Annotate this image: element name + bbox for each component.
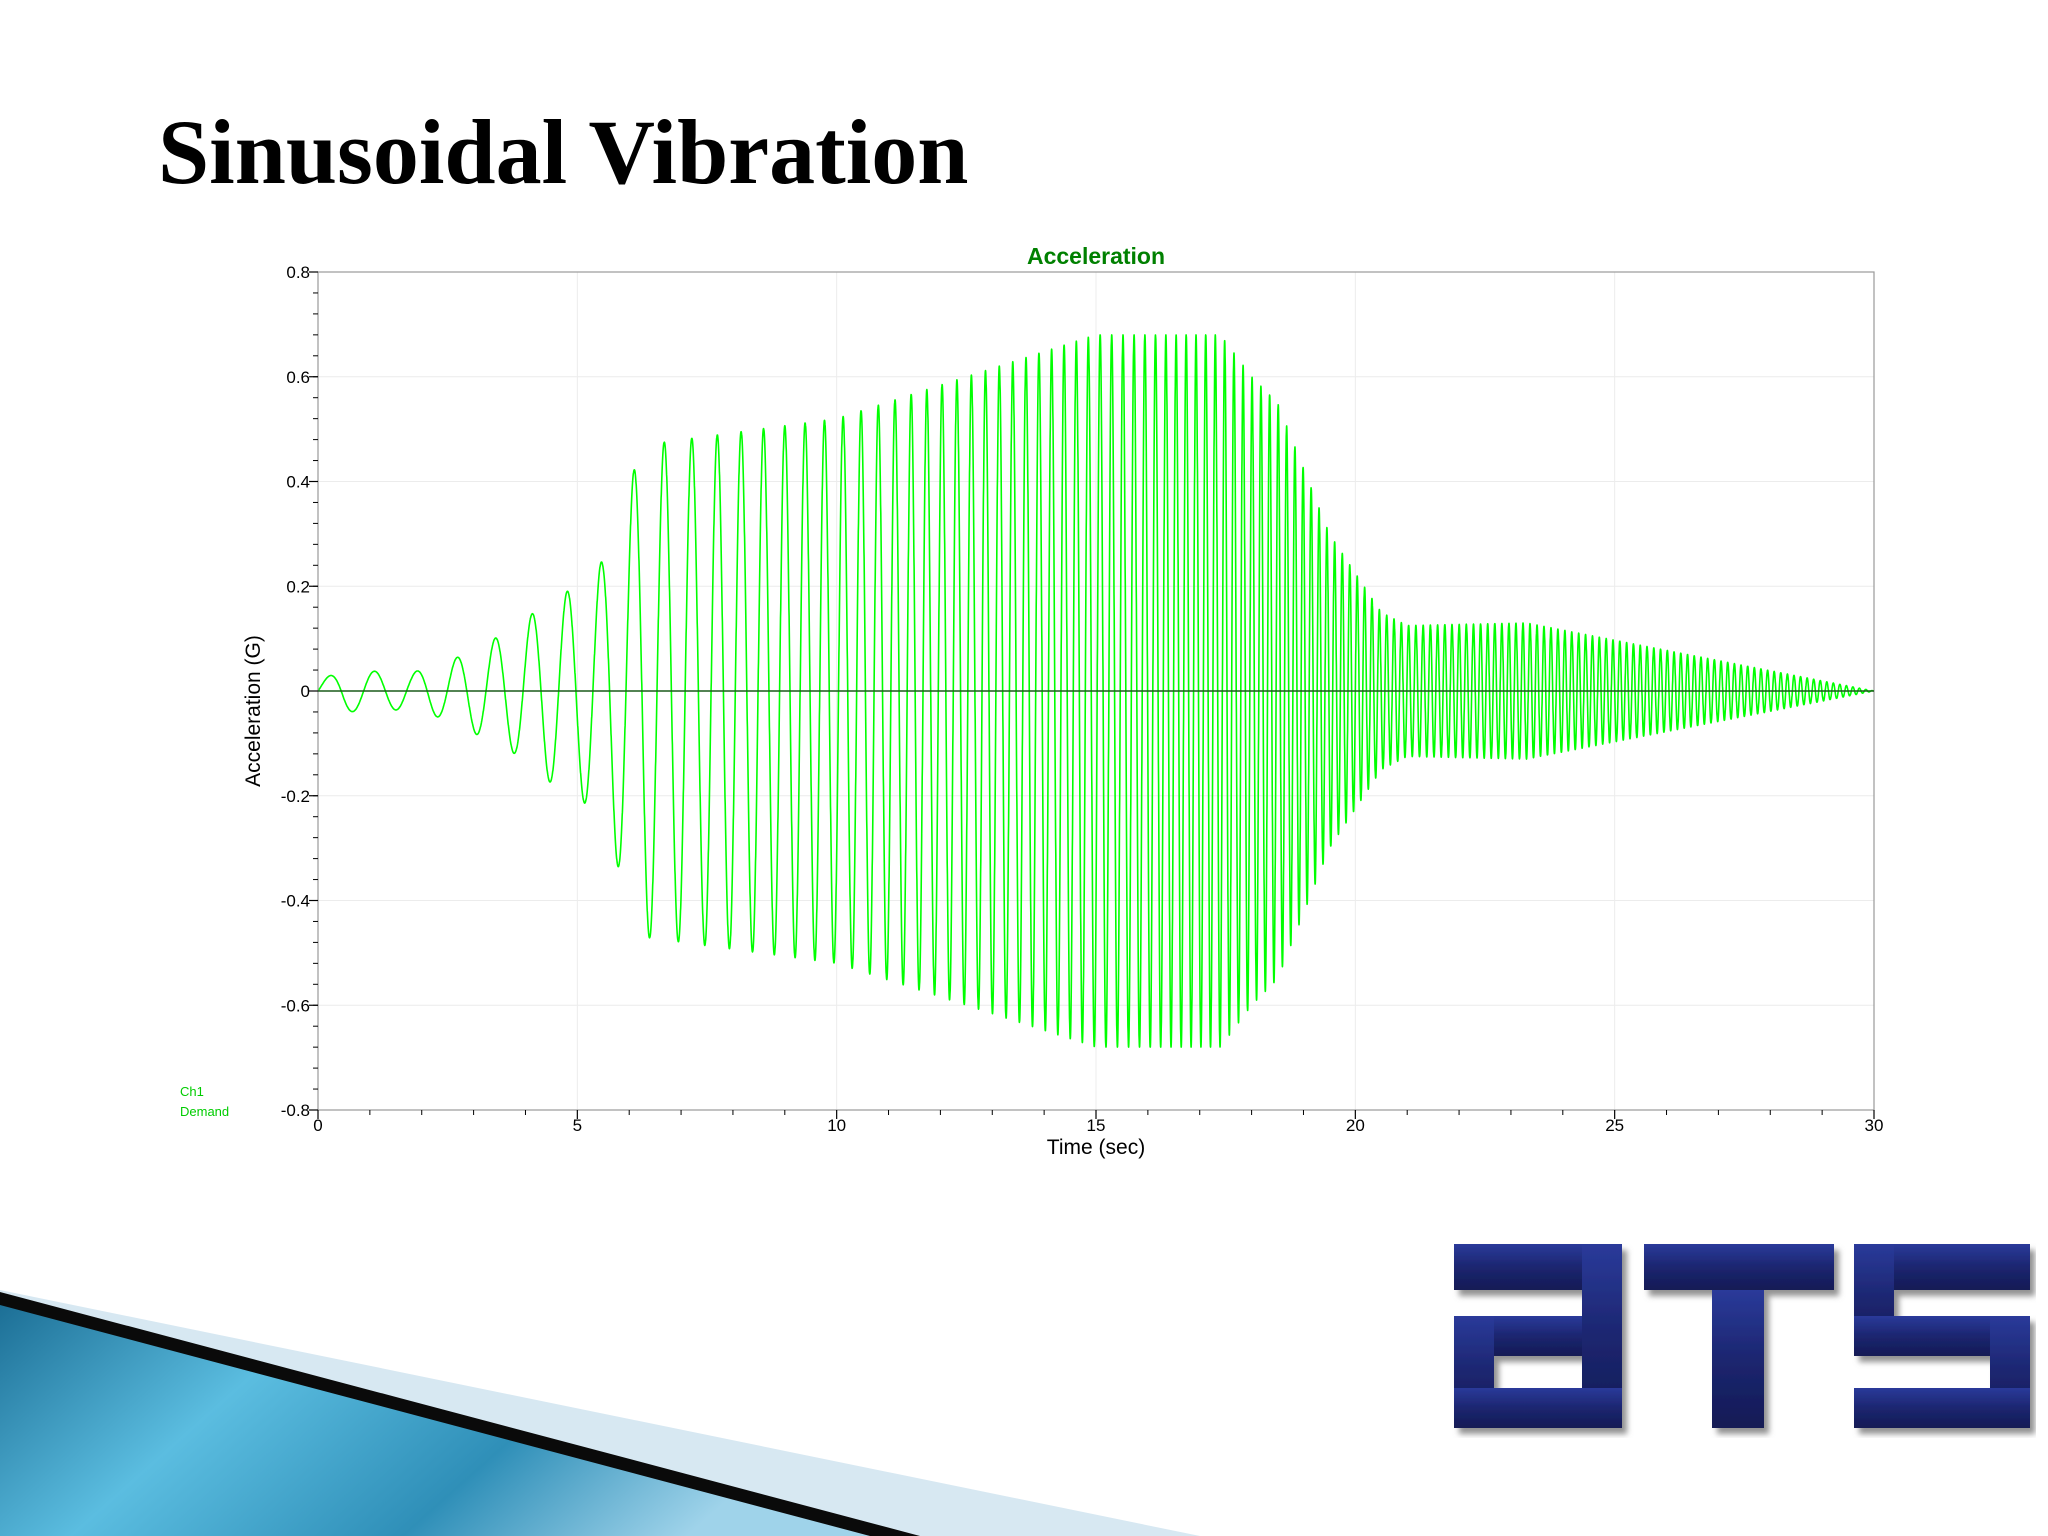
x-tick-label: 20 [1346, 1116, 1365, 1135]
legend-entry: Demand [180, 1104, 229, 1119]
chart-title: Acceleration [1027, 243, 1165, 269]
y-axis-label: Acceleration (G) [242, 635, 265, 787]
y-tick-label: 0.8 [286, 263, 310, 282]
chart-legend: Ch1 Demand [180, 1084, 229, 1119]
y-tick-label: -0.2 [281, 787, 310, 806]
x-tick-label: 15 [1087, 1116, 1106, 1135]
x-tick-label: 0 [313, 1116, 322, 1135]
x-axis-label: Time (sec) [1047, 1136, 1145, 1159]
x-tick-label: 25 [1605, 1116, 1624, 1135]
y-tick-label: 0.6 [286, 368, 310, 387]
x-tick-label: 10 [827, 1116, 846, 1135]
y-tick-label: 0.2 [286, 577, 310, 596]
axis-ticks: 0 5 10 15 20 25 30 -0.8 -0.6 -0.4 -0.2 0 0.2 0.4 0.6 0.… [281, 263, 1884, 1135]
y-tick-label: -0.8 [281, 1101, 310, 1120]
y-tick-label: -0.6 [281, 996, 310, 1015]
x-tick-label: 30 [1865, 1116, 1884, 1135]
series-group [317, 334, 1875, 1048]
y-tick-label: 0.4 [286, 473, 310, 492]
series-line [317, 334, 1875, 1048]
y-tick-label: 0 [301, 682, 310, 701]
ats-logo [1454, 1244, 2030, 1428]
legend-entry: Ch1 [180, 1084, 204, 1099]
x-tick-label: 5 [573, 1116, 582, 1135]
page-title: Sinusoidal Vibration [158, 101, 969, 203]
y-tick-label: -0.4 [281, 892, 310, 911]
